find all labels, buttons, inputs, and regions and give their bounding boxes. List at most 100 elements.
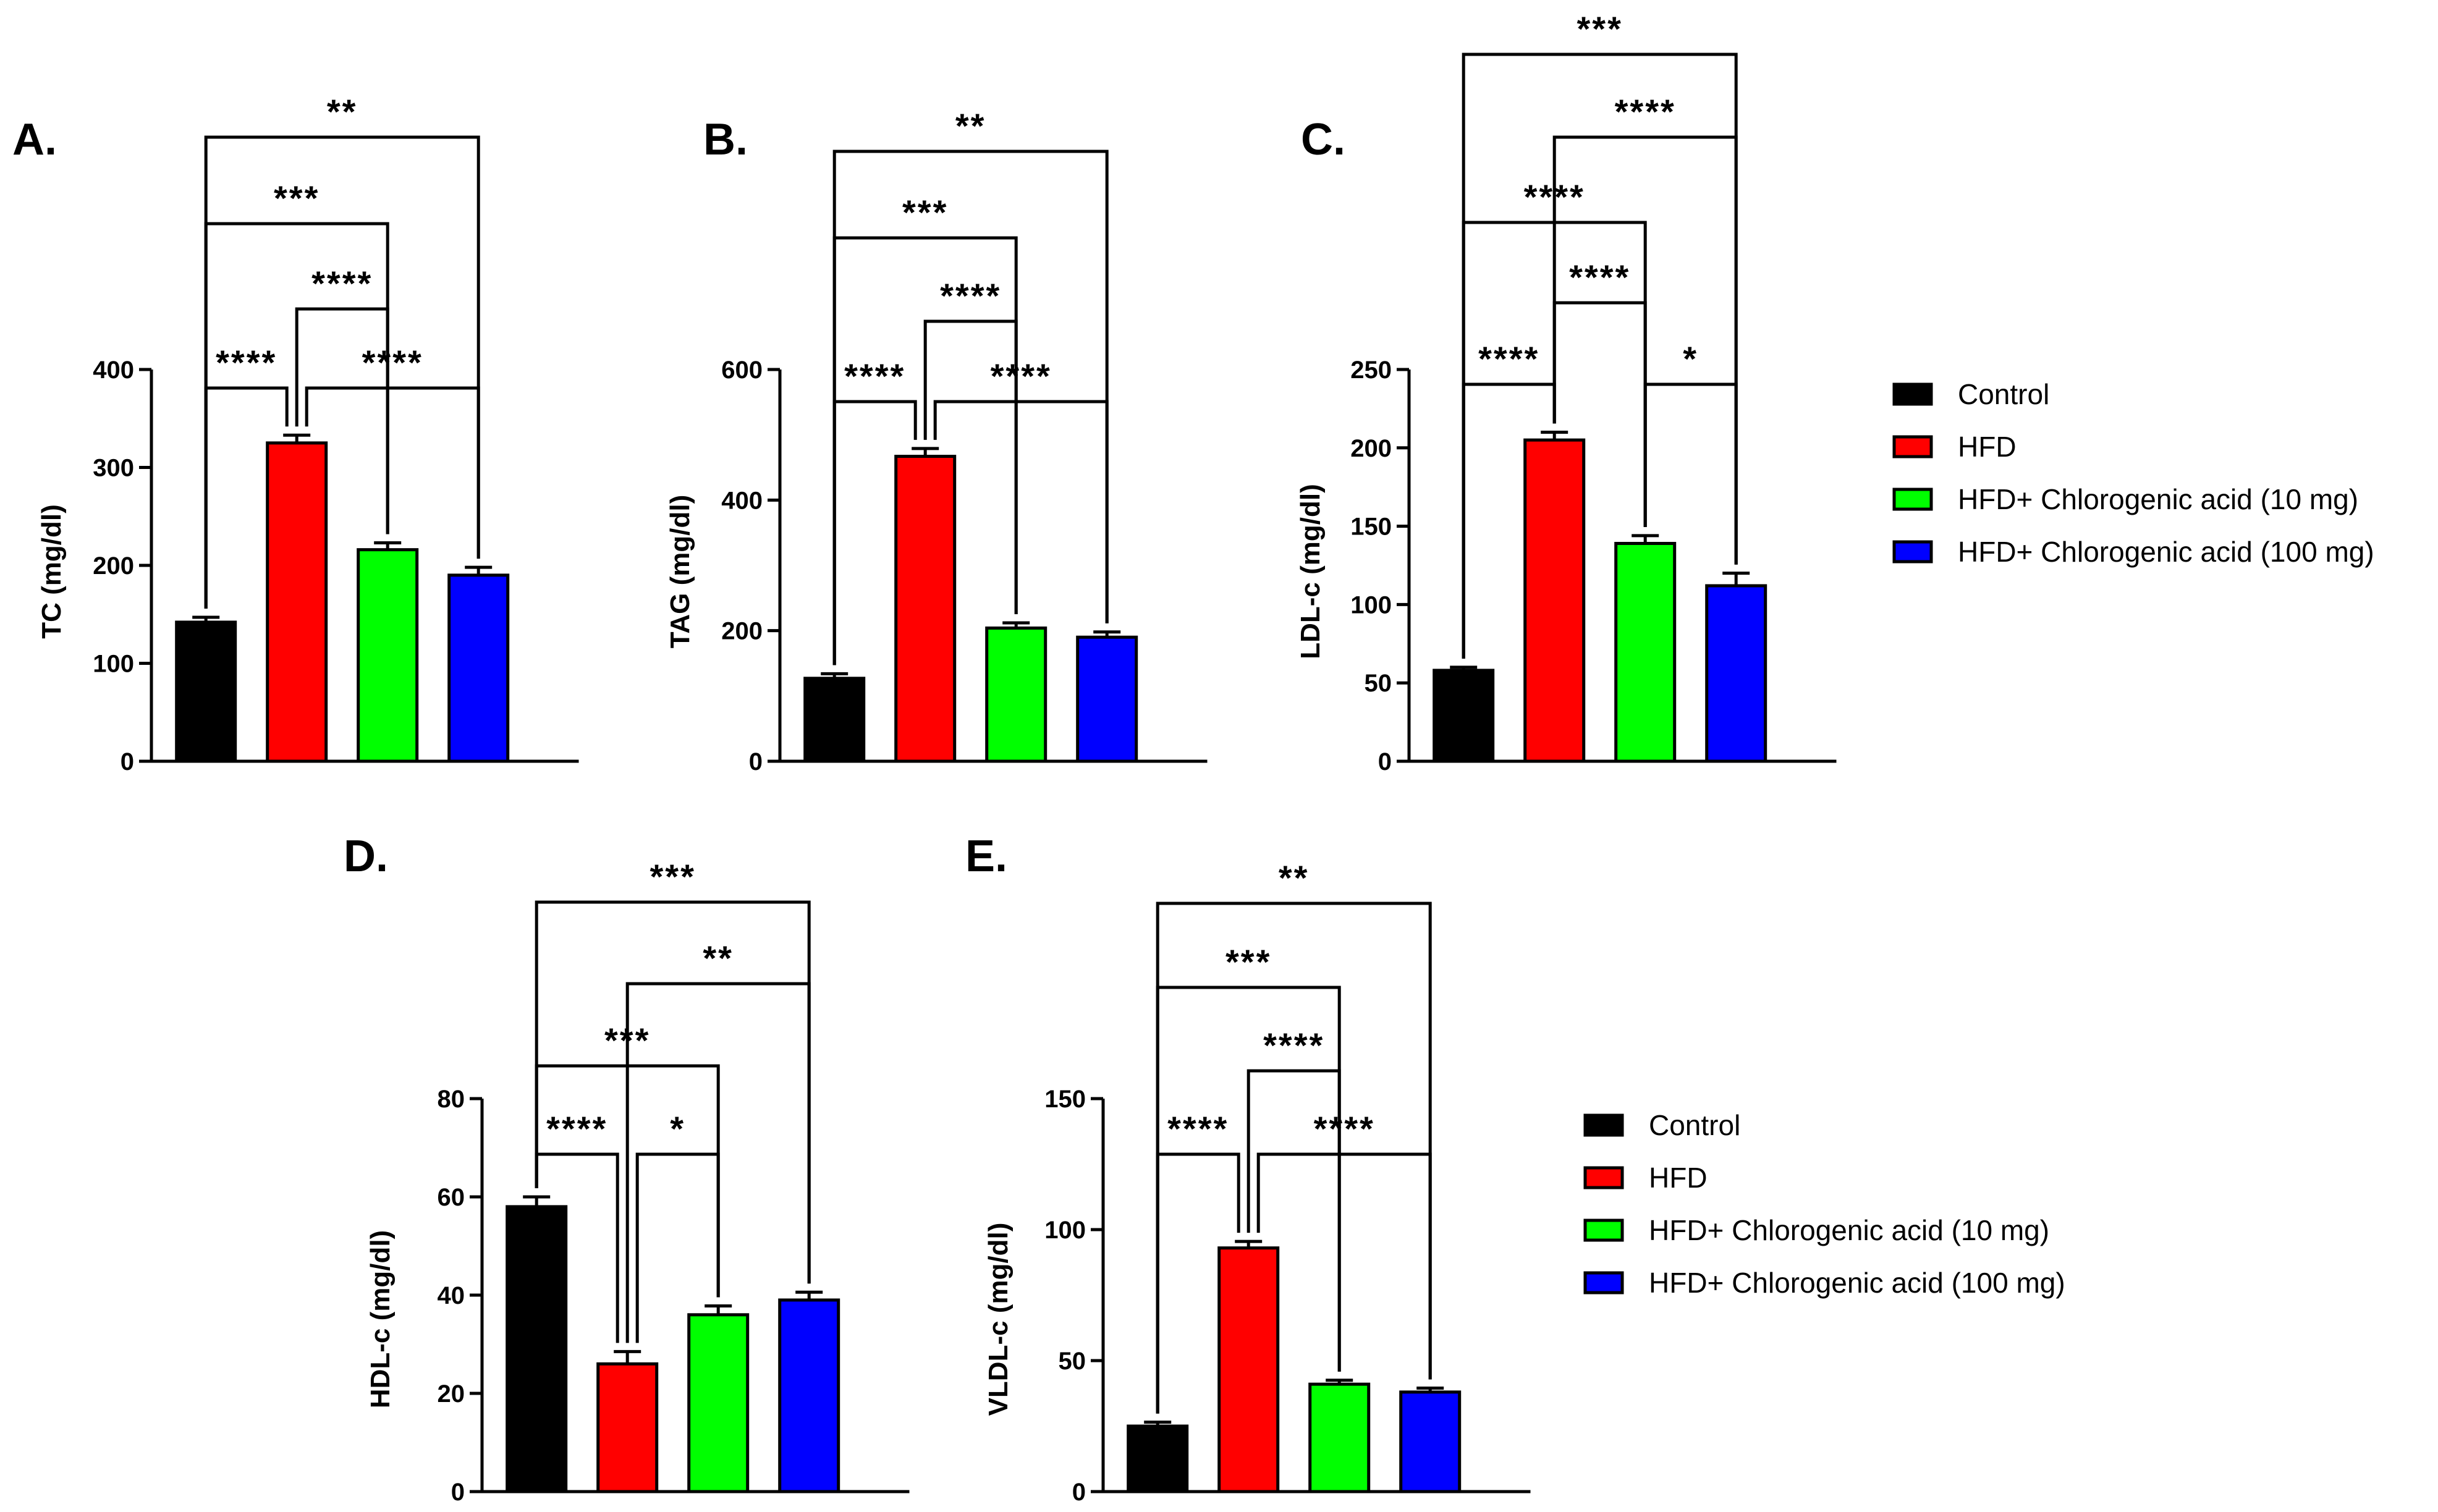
bar-control (175, 620, 237, 763)
bar-cga-10 (985, 626, 1048, 763)
significance-bracket (204, 135, 480, 609)
bar-cga-10 (1614, 541, 1677, 763)
significance-label: *** (650, 857, 696, 896)
significance-label: **** (1478, 339, 1539, 378)
significance-bracket (1462, 53, 1738, 659)
legend-swatch-cga-10 (1583, 1218, 1624, 1242)
legend-label-cga-10: HFD+ Chlorogenic acid (10 mg) (1649, 1214, 2049, 1246)
y-tick-label: 400 (721, 487, 763, 514)
significance-bracket (1643, 382, 1738, 565)
significance-label: *** (274, 179, 320, 218)
significance-label: **** (1314, 1109, 1375, 1148)
y-tick-label: 0 (451, 1479, 465, 1506)
y-tick-label: 200 (1350, 435, 1392, 462)
legend-label-control: Control (1649, 1109, 1740, 1141)
bar-cga-10 (357, 548, 419, 763)
bar-cga-100 (447, 573, 510, 763)
y-tick-label: 100 (1350, 591, 1392, 619)
y-tick-label: 150 (1350, 513, 1392, 541)
panel-letter-e: E. (965, 832, 1007, 881)
legend-swatch-control (1892, 382, 1933, 406)
significance-label: ** (327, 92, 358, 131)
legend-bottom: Control HFD HFD+ Chlorogenic acid (10 mg… (1583, 1109, 2065, 1299)
legend-label-hfd: HFD (1958, 431, 2017, 463)
panel-letter-d: D. (344, 832, 388, 881)
bar-cga-10 (1308, 1382, 1371, 1493)
significance-bracket (1156, 902, 1432, 1414)
bar-hfd (266, 441, 328, 763)
y-tick-label: 40 (438, 1282, 465, 1309)
y-axis-title-a: TC (mg/dl) (36, 504, 67, 639)
bar-control (1127, 1424, 1189, 1493)
significance-label: **** (546, 1109, 607, 1148)
significance-label: *** (902, 193, 948, 232)
legend-swatch-control (1583, 1113, 1624, 1137)
y-tick-label: 300 (93, 455, 134, 482)
significance-bracket (305, 386, 480, 559)
bar-cga-10 (687, 1313, 750, 1493)
bar-cga-100 (1076, 635, 1138, 763)
legend-swatch-hfd (1892, 435, 1933, 458)
y-tick-label: 100 (1044, 1217, 1086, 1244)
y-tick-label: 0 (1072, 1479, 1086, 1506)
significance-label: **** (844, 357, 905, 395)
legend-top: Control HFD HFD+ Chlorogenic acid (10 mg… (1892, 378, 2374, 568)
bar-hfd (894, 455, 957, 763)
y-axis-title-b: TAG (mg/dl) (665, 495, 695, 648)
legend-label-cga-100: HFD+ Chlorogenic acid (100 mg) (1958, 536, 2374, 568)
y-axis-title-c: LDL-c (mg/dl) (1295, 484, 1326, 659)
significance-label: ** (955, 106, 986, 145)
y-tick-label: 80 (438, 1086, 465, 1113)
legend-label-cga-10: HFD+ Chlorogenic acid (10 mg) (1958, 483, 2358, 515)
bar-cga-100 (778, 1298, 840, 1493)
significance-bracket (933, 400, 1109, 623)
significance-label: * (1683, 339, 1698, 378)
significance-label: **** (1263, 1026, 1324, 1065)
y-tick-label: 200 (93, 552, 134, 580)
y-tick-label: 0 (749, 748, 763, 775)
y-tick-label: 250 (1350, 357, 1392, 384)
y-tick-label: 50 (1059, 1348, 1086, 1375)
bar-control (506, 1205, 568, 1493)
bar-hfd (1523, 438, 1586, 763)
y-tick-label: 150 (1044, 1086, 1086, 1113)
panel-letter-a: A. (12, 115, 57, 164)
y-tick-label: 50 (1365, 670, 1392, 697)
y-tick-label: 0 (121, 748, 134, 775)
significance-label: **** (991, 357, 1052, 395)
significance-bracket (535, 900, 811, 1284)
significance-bracket (1256, 1152, 1432, 1380)
legend-swatch-cga-100 (1892, 540, 1933, 564)
y-axis-title-e: VLDL-c (mg/dl) (983, 1223, 1014, 1416)
y-tick-label: 400 (93, 357, 134, 384)
significance-label: ** (703, 939, 734, 978)
bar-hfd (596, 1362, 659, 1493)
significance-label: *** (1225, 942, 1271, 981)
significance-label: **** (1569, 258, 1630, 297)
legend-swatch-cga-10 (1892, 488, 1933, 511)
bar-control (1433, 669, 1495, 763)
y-tick-label: 60 (438, 1184, 465, 1211)
legend-swatch-cga-100 (1583, 1271, 1624, 1294)
panel-letter-b: B. (703, 115, 748, 164)
legend-swatch-hfd (1583, 1166, 1624, 1189)
significance-label: ** (1279, 858, 1310, 897)
significance-label: **** (311, 264, 373, 303)
panel-letter-c: C. (1301, 115, 1345, 164)
legend-label-cga-100: HFD+ Chlorogenic acid (100 mg) (1649, 1267, 2065, 1299)
significance-bracket (832, 150, 1109, 665)
bar-cga-100 (1399, 1390, 1462, 1493)
y-tick-label: 0 (1378, 748, 1392, 775)
significance-label: *** (1577, 9, 1623, 48)
bar-control (803, 677, 866, 763)
legend-label-control: Control (1958, 378, 2049, 410)
bar-cga-100 (1705, 584, 1767, 763)
legend-label-hfd: HFD (1649, 1162, 1708, 1194)
y-tick-label: 100 (93, 651, 134, 678)
significance-label: **** (940, 276, 1001, 315)
